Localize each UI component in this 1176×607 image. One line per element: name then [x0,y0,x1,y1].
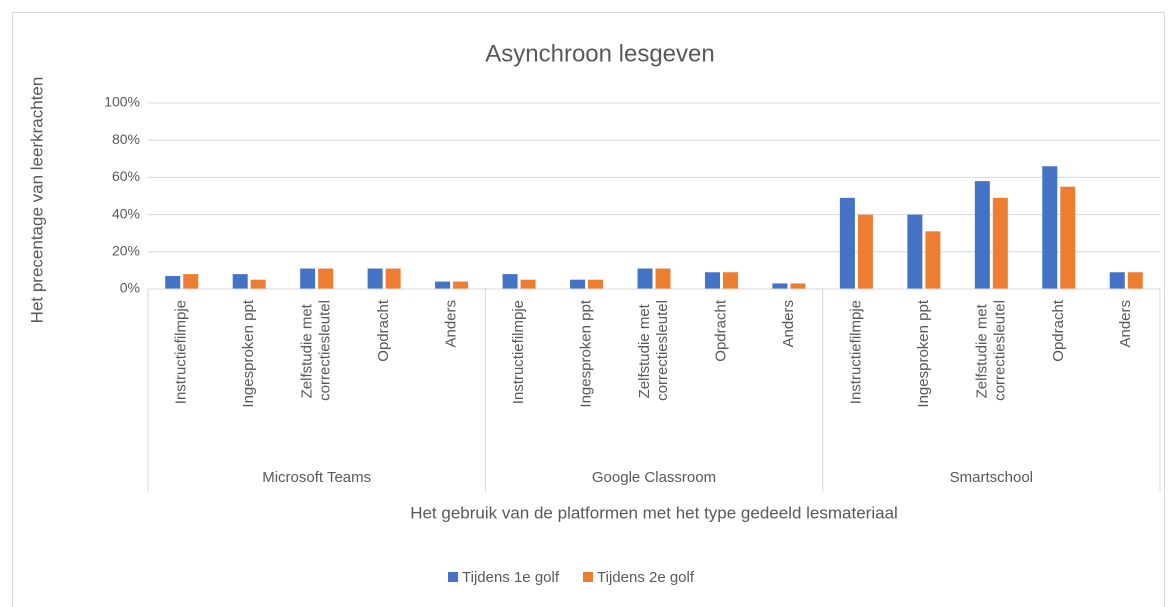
bar [1042,166,1058,289]
y-tick-label: 20% [112,243,140,259]
bar [318,268,334,289]
y-axis-title: Het precentage van leerkrachten [27,77,46,324]
bar [790,283,806,289]
x-axis-title: Het gebruik van de platformen met het ty… [410,503,898,522]
bar [453,281,469,289]
legend-swatch [448,572,458,582]
y-tick-label: 80% [112,131,140,147]
chart-title: Asynchroon lesgeven [485,40,714,67]
y-tick-label: 40% [112,205,140,221]
bar [385,268,401,289]
bar [1109,272,1125,289]
x-tick-label: Ingesproken ppt [578,299,595,407]
x-tick-label: Opdracht [375,299,392,362]
bar [300,268,316,289]
x-tick-label: Opdracht [712,299,729,362]
bar [974,181,990,289]
x-tick-label: Instructiefilmpje [847,300,864,404]
bar [367,268,383,289]
bar [570,279,586,289]
bar [183,274,199,289]
legend-label: Tijdens 2e golf [597,569,695,586]
bar [588,279,604,289]
legend-label: Tijdens 1e golf [462,569,560,586]
x-tick-label: Ingesproken ppt [915,299,932,407]
bar [435,281,451,289]
bar [502,274,518,289]
x-tick-label: Instructiefilmpje [510,300,527,404]
bar [232,274,248,289]
legend-swatch [583,572,594,582]
bar [839,197,855,289]
group-label: Smartschool [950,469,1033,486]
x-tick-label: Anders [780,300,797,348]
x-tick-label: Anders [1117,300,1134,348]
bar [722,272,738,289]
x-tick-label: Anders [443,300,460,348]
bar [1127,272,1143,289]
bar [637,268,653,289]
bar [1060,186,1076,289]
bar [857,214,873,289]
x-tick-label: Ingesproken ppt [240,299,257,407]
bar [992,197,1008,289]
bar [250,279,266,289]
bar [655,268,671,289]
bar [772,283,788,289]
x-tick-label: Instructiefilmpje [173,300,190,404]
bar [704,272,720,289]
bar [907,214,923,289]
bar [165,275,181,289]
y-tick-label: 100% [104,94,140,110]
x-tick-label: Opdracht [1050,299,1067,362]
y-tick-label: 60% [112,168,140,184]
chart-border [12,12,1165,607]
group-label: Google Classroom [592,469,716,486]
y-tick-label: 0% [120,280,140,296]
bar [925,231,941,289]
x-tick-label: Zelfstudie met correctiesleutel [973,300,1008,401]
bar [520,279,536,289]
x-tick-label: Zelfstudie met correctiesleutel [636,300,671,401]
x-tick-label: Zelfstudie met correctiesleutel [299,300,334,401]
group-label: Microsoft Teams [262,469,371,486]
